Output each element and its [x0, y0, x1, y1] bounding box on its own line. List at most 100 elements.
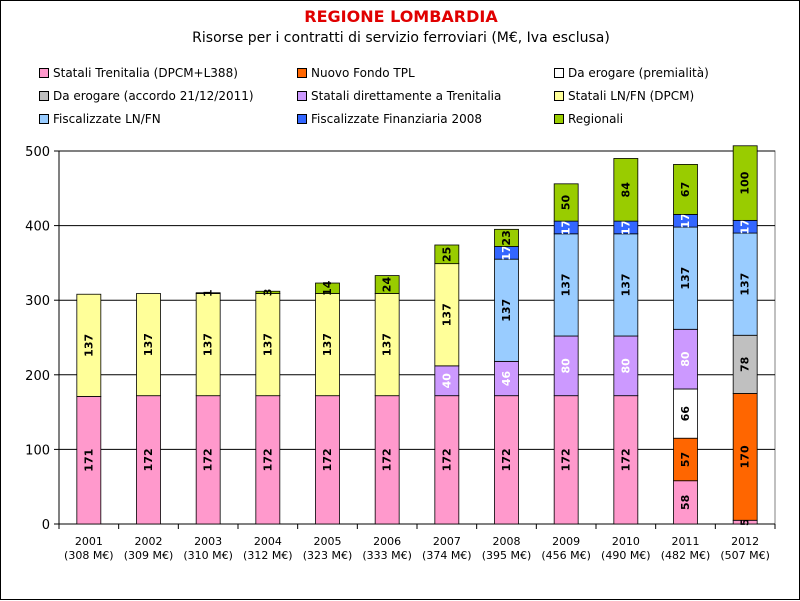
data-label: 172 [381, 448, 394, 471]
legend-swatch [39, 114, 49, 124]
bar-segment [374, 293, 400, 397]
bar-segment [553, 335, 579, 397]
legend-label: Fiscalizzate Finanziaria 2008 [311, 112, 482, 126]
legend-label: Regionali [568, 112, 624, 126]
bar-segment [673, 437, 698, 482]
data-label: 5 [739, 518, 752, 526]
bar-segment [255, 293, 281, 397]
data-label: 172 [440, 448, 453, 471]
data-label: 137 [82, 334, 95, 357]
legend-item: Regionali [554, 112, 623, 126]
x-total-label: (309 M€) [124, 549, 174, 562]
bar-segment [374, 275, 400, 294]
legend-item: Fiscalizzate Finanziaria 2008 [297, 112, 482, 126]
legend-swatch [554, 68, 564, 78]
bar-segment [613, 233, 639, 337]
data-label: 80 [560, 358, 573, 374]
data-label: 25 [440, 247, 453, 262]
legend: Statali Trenitalia (DPCM+L388) Nuovo Fond… [39, 66, 799, 136]
x-total-label: (490 M€) [601, 549, 651, 562]
data-label: 100 [739, 171, 752, 194]
bar-segment [136, 395, 161, 525]
x-tick-label: 2012 [731, 535, 759, 548]
legend-label: Statali Trenitalia (DPCM+L388) [53, 66, 238, 80]
data-label: 172 [261, 448, 274, 471]
legend-label: Statali LN/FN (DPCM) [568, 89, 695, 103]
legend-label: Statali direttamente a Trenitalia [311, 89, 502, 103]
bar-segment [195, 292, 221, 294]
y-tick-label: 0 [42, 518, 50, 533]
data-label: 24 [381, 277, 394, 293]
data-label: 78 [739, 357, 752, 372]
data-label: 172 [321, 448, 334, 471]
data-label: 172 [142, 448, 155, 471]
chart-subtitle: Risorse per i contratti di servizio ferr… [192, 30, 610, 46]
data-label: 170 [739, 445, 752, 468]
data-label: 137 [381, 333, 394, 356]
legend-swatch [554, 114, 564, 124]
legend-item: Statali LN/FN (DPCM) [554, 89, 694, 103]
bar-segment [315, 293, 340, 397]
bar-segment [136, 293, 161, 397]
data-label: 17 [739, 219, 752, 234]
data-label: 172 [560, 448, 573, 471]
bar-segment [494, 395, 519, 525]
data-label: 137 [202, 333, 215, 356]
legend-swatch [297, 68, 307, 78]
x-tick-label: 2002 [135, 535, 163, 548]
x-tick-label: 2010 [612, 535, 640, 548]
x-tick-label: 2007 [433, 535, 461, 548]
legend-item: Fiscalizzate LN/FN [39, 112, 161, 126]
bar-segment [494, 228, 519, 247]
y-tick-label: 400 [25, 220, 50, 235]
x-total-label: (310 M€) [183, 549, 233, 562]
legend-swatch [39, 68, 49, 78]
data-label: 1 [202, 289, 215, 297]
legend-label: Da erogare (accordo 21/12/2011) [53, 89, 254, 103]
y-tick-label: 500 [25, 145, 50, 160]
x-total-label: (395 M€) [482, 549, 532, 562]
legend-item: Da erogare (premialità) [554, 66, 709, 80]
data-label: 17 [560, 220, 573, 235]
bar-segment [374, 395, 400, 525]
legend-label: Nuovo Fondo TPL [311, 66, 415, 80]
data-label: 67 [679, 182, 692, 197]
data-label: 80 [679, 351, 692, 367]
bar-segment [255, 290, 281, 294]
x-tick-label: 2011 [672, 535, 700, 548]
data-label: 80 [619, 358, 632, 374]
legend-item: Da erogare (accordo 21/12/2011) [39, 89, 254, 103]
bar-segment [434, 365, 460, 397]
data-label: 137 [739, 273, 752, 296]
bar-segment [613, 158, 639, 222]
bar-segment [195, 293, 221, 397]
bar-segment [613, 335, 639, 397]
data-label: 17 [679, 213, 692, 228]
legend-swatch [297, 114, 307, 124]
x-total-label: (333 M€) [362, 549, 412, 562]
bar-segment [673, 328, 698, 390]
data-label: 58 [679, 495, 692, 510]
data-label: 84 [619, 182, 632, 198]
legend-swatch [554, 91, 564, 101]
x-total-label: (482 M€) [661, 549, 711, 562]
data-label: 137 [142, 333, 155, 356]
bar-segment [673, 388, 698, 439]
bar-segment [434, 244, 460, 265]
chart-title: REGIONE LOMBARDIA [304, 7, 498, 26]
data-label: 46 [500, 371, 513, 387]
x-tick-label: 2001 [75, 535, 103, 548]
legend-item: Nuovo Fondo TPL [297, 66, 415, 80]
x-total-label: (323 M€) [303, 549, 353, 562]
x-total-label: (507 M€) [720, 549, 770, 562]
bar-segment [434, 263, 460, 367]
x-tick-label: 2006 [373, 535, 401, 548]
x-tick-label: 2009 [552, 535, 580, 548]
data-label: 23 [500, 230, 513, 245]
x-tick-label: 2008 [493, 535, 521, 548]
bar-segment [315, 395, 340, 525]
data-label: 17 [500, 245, 513, 260]
bar-segment [315, 282, 340, 294]
